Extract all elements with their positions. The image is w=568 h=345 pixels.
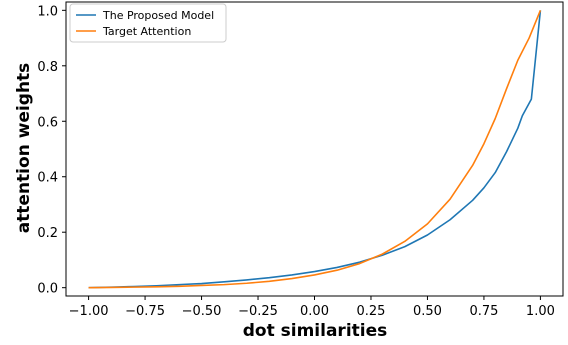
y-ticks: 0.0 0.2 0.4 0.6 0.8 1.0: [37, 4, 66, 297]
series-line-0: [88, 10, 542, 289]
x-tick-label: −0.50: [182, 304, 222, 319]
x-tick-label: 0.00: [300, 304, 329, 319]
series-line-1: [88, 10, 542, 289]
series-layer: [88, 10, 542, 289]
y-tick-label: 0.2: [37, 226, 58, 241]
x-tick-label: 0.25: [357, 304, 386, 319]
x-tick-label: −1.00: [69, 304, 109, 319]
x-tick-label: −0.75: [125, 304, 165, 319]
x-ticks: −1.00 −0.75 −0.50 −0.25 0.00 0.25 0.50 0.75 1.00: [69, 296, 555, 319]
y-tick-label: 0.8: [37, 60, 58, 75]
legend-label-proposed-model: The Proposed Model: [102, 9, 214, 22]
x-tick-label: 0.50: [413, 304, 442, 319]
x-tick-label: 1.00: [526, 304, 555, 319]
y-tick-label: 0.0: [37, 282, 58, 297]
y-tick-label: 0.6: [37, 115, 58, 130]
x-tick-label: −0.25: [238, 304, 278, 319]
y-tick-label: 1.0: [37, 4, 58, 19]
y-axis-label: attention weights: [14, 63, 34, 234]
legend-box: [69, 3, 227, 43]
y-tick-label: 0.4: [37, 171, 58, 186]
plot-frame: [65, 1, 564, 297]
x-axis-label: dot similarities: [243, 321, 388, 341]
x-tick-label: 0.75: [469, 304, 498, 319]
legend: The Proposed Model Target Attention: [69, 3, 227, 43]
legend-label-target-attention: Target Attention: [102, 25, 191, 38]
